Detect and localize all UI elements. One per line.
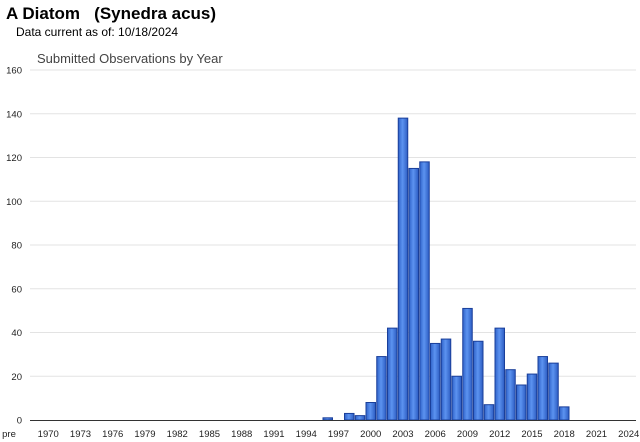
x-tick-label: 1976 <box>102 429 123 440</box>
y-tick-label: 80 <box>11 241 22 252</box>
x-tick-label: 1997 <box>328 429 349 440</box>
bar-2006 <box>430 342 441 421</box>
bar-2012 <box>494 327 505 421</box>
x-tick-label: 2012 <box>489 429 510 440</box>
y-tick-label: 0 <box>17 416 22 427</box>
bar-2016 <box>537 356 548 421</box>
x-tick-label: 2006 <box>425 429 446 440</box>
x-tick-label: 2018 <box>554 429 575 440</box>
x-tick-label: 1988 <box>231 429 252 440</box>
y-tick-label: 40 <box>11 328 22 339</box>
x-tick-label: 2021 <box>586 429 607 440</box>
bar-2003 <box>397 117 409 421</box>
bar-2007 <box>440 338 452 421</box>
bar-2001 <box>376 356 387 421</box>
y-tick-label: 100 <box>6 197 22 208</box>
bar-2000 <box>365 402 376 421</box>
y-axis-ticks: 0 20 40 60 80 100 120 140 160 <box>6 66 22 427</box>
bar-2004 <box>408 167 419 421</box>
x-axis-ticks: pre 1970 1973 1976 1979 1982 1985 1988 1991 1994 1… <box>2 429 639 440</box>
bar-1996 <box>322 417 333 421</box>
bar-series <box>322 117 570 421</box>
bar-2018 <box>559 406 570 421</box>
bar-2010 <box>473 340 484 421</box>
bar-1998 <box>344 412 355 421</box>
bar-1999 <box>354 415 366 421</box>
x-tick-label: 1982 <box>167 429 188 440</box>
x-tick-label: pre <box>2 429 16 440</box>
page-title: A Diatom (Synedra acus) <box>6 4 217 23</box>
bar-2014 <box>516 384 527 421</box>
x-tick-label: 2003 <box>392 429 413 440</box>
y-tick-label: 60 <box>11 284 22 295</box>
x-tick-label: 2024 <box>618 429 639 440</box>
y-tick-label: 140 <box>6 109 22 120</box>
bar-2009 <box>462 307 473 421</box>
x-tick-label: 1985 <box>199 429 220 440</box>
bar-2008 <box>451 375 462 421</box>
chart-title: Submitted Observations by Year <box>37 51 223 66</box>
y-tick-label: 160 <box>6 66 22 77</box>
grid-lines <box>30 69 636 377</box>
bar-2002 <box>387 327 398 421</box>
x-tick-label: 2000 <box>360 429 381 440</box>
bar-2013 <box>505 369 516 421</box>
x-tick-label: 1979 <box>134 429 155 440</box>
data-current-date: Data current as of: 10/18/2024 <box>16 25 179 39</box>
y-tick-label: 120 <box>6 153 22 164</box>
bar-2011 <box>483 404 495 421</box>
x-tick-label: 1991 <box>263 429 284 440</box>
x-tick-label: 2015 <box>521 429 542 440</box>
x-tick-label: 1973 <box>70 429 91 440</box>
x-tick-label: 1970 <box>38 429 59 440</box>
bar-2017 <box>548 362 559 421</box>
bar-2005 <box>419 161 430 421</box>
x-tick-label: 2009 <box>457 429 478 440</box>
x-tick-label: 1994 <box>296 429 317 440</box>
bar-2015 <box>526 373 538 421</box>
y-tick-label: 20 <box>11 372 22 383</box>
